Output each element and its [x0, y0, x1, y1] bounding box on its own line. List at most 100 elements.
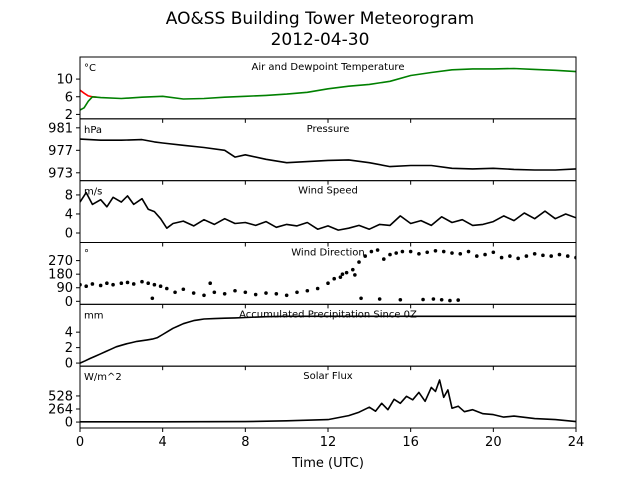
- x-tick-label: 0: [76, 435, 84, 450]
- panel-unit-label: hPa: [84, 125, 102, 136]
- y-tick-label: 180: [48, 268, 73, 283]
- data-point: [340, 272, 345, 276]
- data-point: [146, 281, 150, 286]
- data-point: [377, 297, 382, 301]
- data-point: [111, 282, 115, 287]
- data-point: [338, 275, 343, 279]
- series-line-0: [80, 138, 576, 171]
- data-point: [131, 282, 136, 286]
- series-line-1: [80, 67, 576, 111]
- x-tick-label: 4: [159, 435, 167, 450]
- data-point: [332, 276, 337, 281]
- data-point: [98, 283, 103, 288]
- data-point: [158, 284, 163, 289]
- data-point: [243, 290, 248, 295]
- data-point: [353, 273, 357, 277]
- panel-2: 0 4 8 m/s Wind Speed: [65, 180, 577, 247]
- panels: 2 6 10 °C Air and Dewpoint Temperature 973 977…: [48, 56, 585, 450]
- data-point: [448, 298, 452, 303]
- data-point: [181, 287, 186, 292]
- figure-title: AO&SS Building Tower Meteorogram: [166, 9, 474, 29]
- y-tick-label: 0: [65, 416, 73, 431]
- panel-unit-label: °: [84, 249, 89, 260]
- panel-unit-label: W/m^2: [84, 372, 122, 383]
- data-point: [421, 297, 425, 302]
- data-point: [191, 291, 196, 295]
- series-line-0: [80, 191, 576, 231]
- figure-date: 2012-04-30: [271, 30, 370, 50]
- panel-title: Wind Direction: [291, 248, 365, 259]
- data-point: [375, 248, 380, 252]
- y-tick-label: 270: [48, 254, 73, 269]
- data-point: [212, 290, 217, 295]
- y-tick-label: 264: [48, 403, 73, 418]
- y-tick-label: 528: [48, 389, 73, 404]
- data-point: [450, 251, 454, 255]
- y-tick-label: 0: [65, 357, 73, 372]
- data-point: [253, 292, 258, 297]
- x-tick-label: 16: [402, 435, 419, 450]
- panel-title: Solar Flux: [303, 371, 353, 382]
- data-point: [439, 298, 444, 302]
- data-point: [140, 279, 144, 284]
- data-point: [359, 296, 363, 301]
- panel-unit-label: m/s: [84, 187, 102, 198]
- data-point: [400, 249, 405, 254]
- data-point: [499, 255, 504, 260]
- data-point: [208, 281, 212, 286]
- data-point: [344, 270, 349, 275]
- y-tick-label: 981: [48, 121, 73, 136]
- y-tick-label: 10: [56, 73, 73, 88]
- data-point: [284, 293, 289, 298]
- data-point: [433, 248, 438, 253]
- panel-title: Accumulated Precipitation Since 0Z: [239, 309, 417, 320]
- x-tick-label: 24: [568, 435, 585, 450]
- y-tick-label: 4: [65, 207, 73, 222]
- x-tick-label: 20: [485, 435, 502, 450]
- panel-title: Pressure: [307, 124, 350, 135]
- data-point: [125, 280, 130, 285]
- data-point: [458, 252, 463, 256]
- data-point: [382, 257, 386, 261]
- data-point: [441, 249, 446, 254]
- y-tick-label: 977: [48, 144, 73, 159]
- y-tick-label: 90: [56, 281, 73, 296]
- data-point: [173, 290, 177, 295]
- panel-1: 973 977 981 hPa Pressure: [48, 118, 577, 185]
- data-point: [557, 252, 562, 257]
- panel-series-group: [80, 191, 576, 231]
- data-point: [274, 291, 279, 296]
- y-tick-label: 0: [65, 226, 73, 241]
- y-tick-label: 6: [65, 90, 73, 105]
- data-point: [150, 296, 155, 301]
- x-tick-label: 12: [320, 435, 337, 450]
- panel-0: 2 6 10 °C Air and Dewpoint Temperature: [56, 56, 577, 123]
- panel-series-group: [80, 67, 576, 111]
- data-point: [165, 286, 169, 291]
- data-point: [491, 250, 496, 255]
- data-point: [222, 291, 227, 296]
- data-point: [417, 252, 421, 256]
- data-point: [541, 253, 545, 258]
- data-point: [456, 298, 461, 302]
- data-point: [315, 286, 320, 291]
- series-line-0: [80, 89, 97, 98]
- panel-series-group: [80, 315, 576, 364]
- panel-series-group: [80, 248, 576, 303]
- y-tick-label: 2: [65, 341, 73, 356]
- y-tick-label: 4: [65, 326, 73, 341]
- data-point: [152, 282, 157, 287]
- panel-series-group: [80, 138, 576, 171]
- y-tick-label: 2: [65, 108, 73, 123]
- data-point: [90, 282, 95, 286]
- data-point: [475, 254, 479, 258]
- x-tick-label: 8: [241, 435, 249, 450]
- data-point: [398, 298, 403, 302]
- data-point: [326, 281, 330, 286]
- panel-unit-label: mm: [84, 310, 103, 321]
- y-tick-label: 0: [65, 295, 73, 310]
- data-point: [84, 284, 88, 289]
